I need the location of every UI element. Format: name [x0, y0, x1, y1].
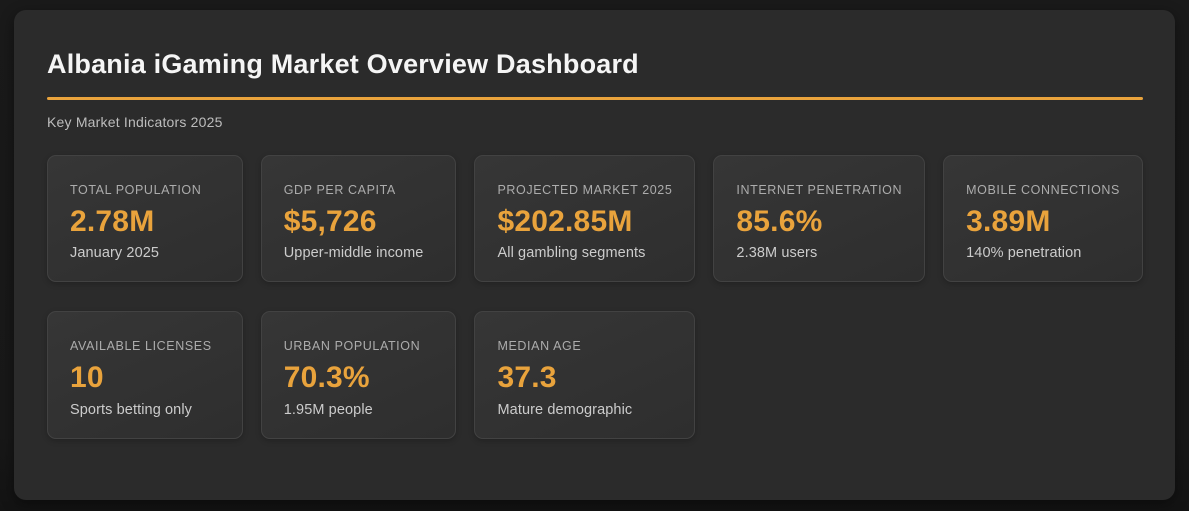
- kpi-label: MEDIAN AGE: [497, 339, 582, 354]
- kpi-note: Sports betting only: [70, 401, 192, 418]
- kpi-label: TOTAL POPULATION: [70, 182, 202, 197]
- kpi-value: 2.78M: [70, 204, 155, 238]
- page-subtitle: Key Market Indicators 2025: [47, 113, 223, 130]
- kpi-card-median-age: MEDIAN AGE 37.3 Mature demographic: [474, 311, 696, 439]
- page-title: Albania iGaming Market Overview Dashboar…: [47, 49, 639, 79]
- kpi-value: 70.3%: [283, 361, 370, 395]
- kpi-note: Mature demographic: [497, 401, 633, 418]
- kpi-card-gdp-per-capita: GDP PER CAPITA $5,726 Upper-middle incom…: [260, 154, 457, 283]
- kpi-cards-grid: TOTAL POPULATION 2.78M January 2025 GDP …: [47, 154, 1143, 439]
- dashboard-panel: Albania iGaming Market Overview Dashboar…: [14, 10, 1175, 500]
- kpi-value: $202.85M: [497, 204, 633, 238]
- kpi-value: $5,726: [283, 204, 377, 238]
- kpi-label: INTERNET PENETRATION: [736, 182, 903, 197]
- kpi-label: URBAN POPULATION: [283, 339, 421, 354]
- kpi-card-projected-market: PROJECTED MARKET 2025 $202.85M All gambl…: [474, 154, 696, 283]
- accent-divider: [47, 96, 1143, 100]
- kpi-card-available-licenses: AVAILABLE LICENSES 10 Sports betting onl…: [47, 311, 243, 439]
- kpi-note: 1.95M people: [283, 401, 373, 418]
- kpi-card-total-population: TOTAL POPULATION 2.78M January 2025: [47, 154, 243, 283]
- kpi-note: January 2025: [70, 245, 160, 262]
- kpi-value: 37.3: [497, 361, 557, 395]
- kpi-label: MOBILE CONNECTIONS: [966, 182, 1120, 197]
- kpi-value: 3.89M: [966, 204, 1051, 238]
- kpi-label: PROJECTED MARKET 2025: [497, 182, 673, 197]
- kpi-card-internet-penetration: INTERNET PENETRATION 85.6% 2.38M users: [713, 154, 926, 283]
- kpi-card-urban-population: URBAN POPULATION 70.3% 1.95M people: [260, 311, 457, 439]
- kpi-value: 10: [70, 361, 104, 395]
- kpi-label: GDP PER CAPITA: [283, 182, 396, 197]
- kpi-value: 85.6%: [736, 204, 823, 238]
- kpi-note: Upper-middle income: [283, 245, 424, 262]
- kpi-note: All gambling segments: [497, 245, 646, 262]
- kpi-note: 2.38M users: [736, 245, 818, 262]
- kpi-label: AVAILABLE LICENSES: [70, 339, 212, 354]
- kpi-card-mobile-connections: MOBILE CONNECTIONS 3.89M 140% penetratio…: [943, 154, 1143, 283]
- kpi-note: 140% penetration: [966, 245, 1082, 262]
